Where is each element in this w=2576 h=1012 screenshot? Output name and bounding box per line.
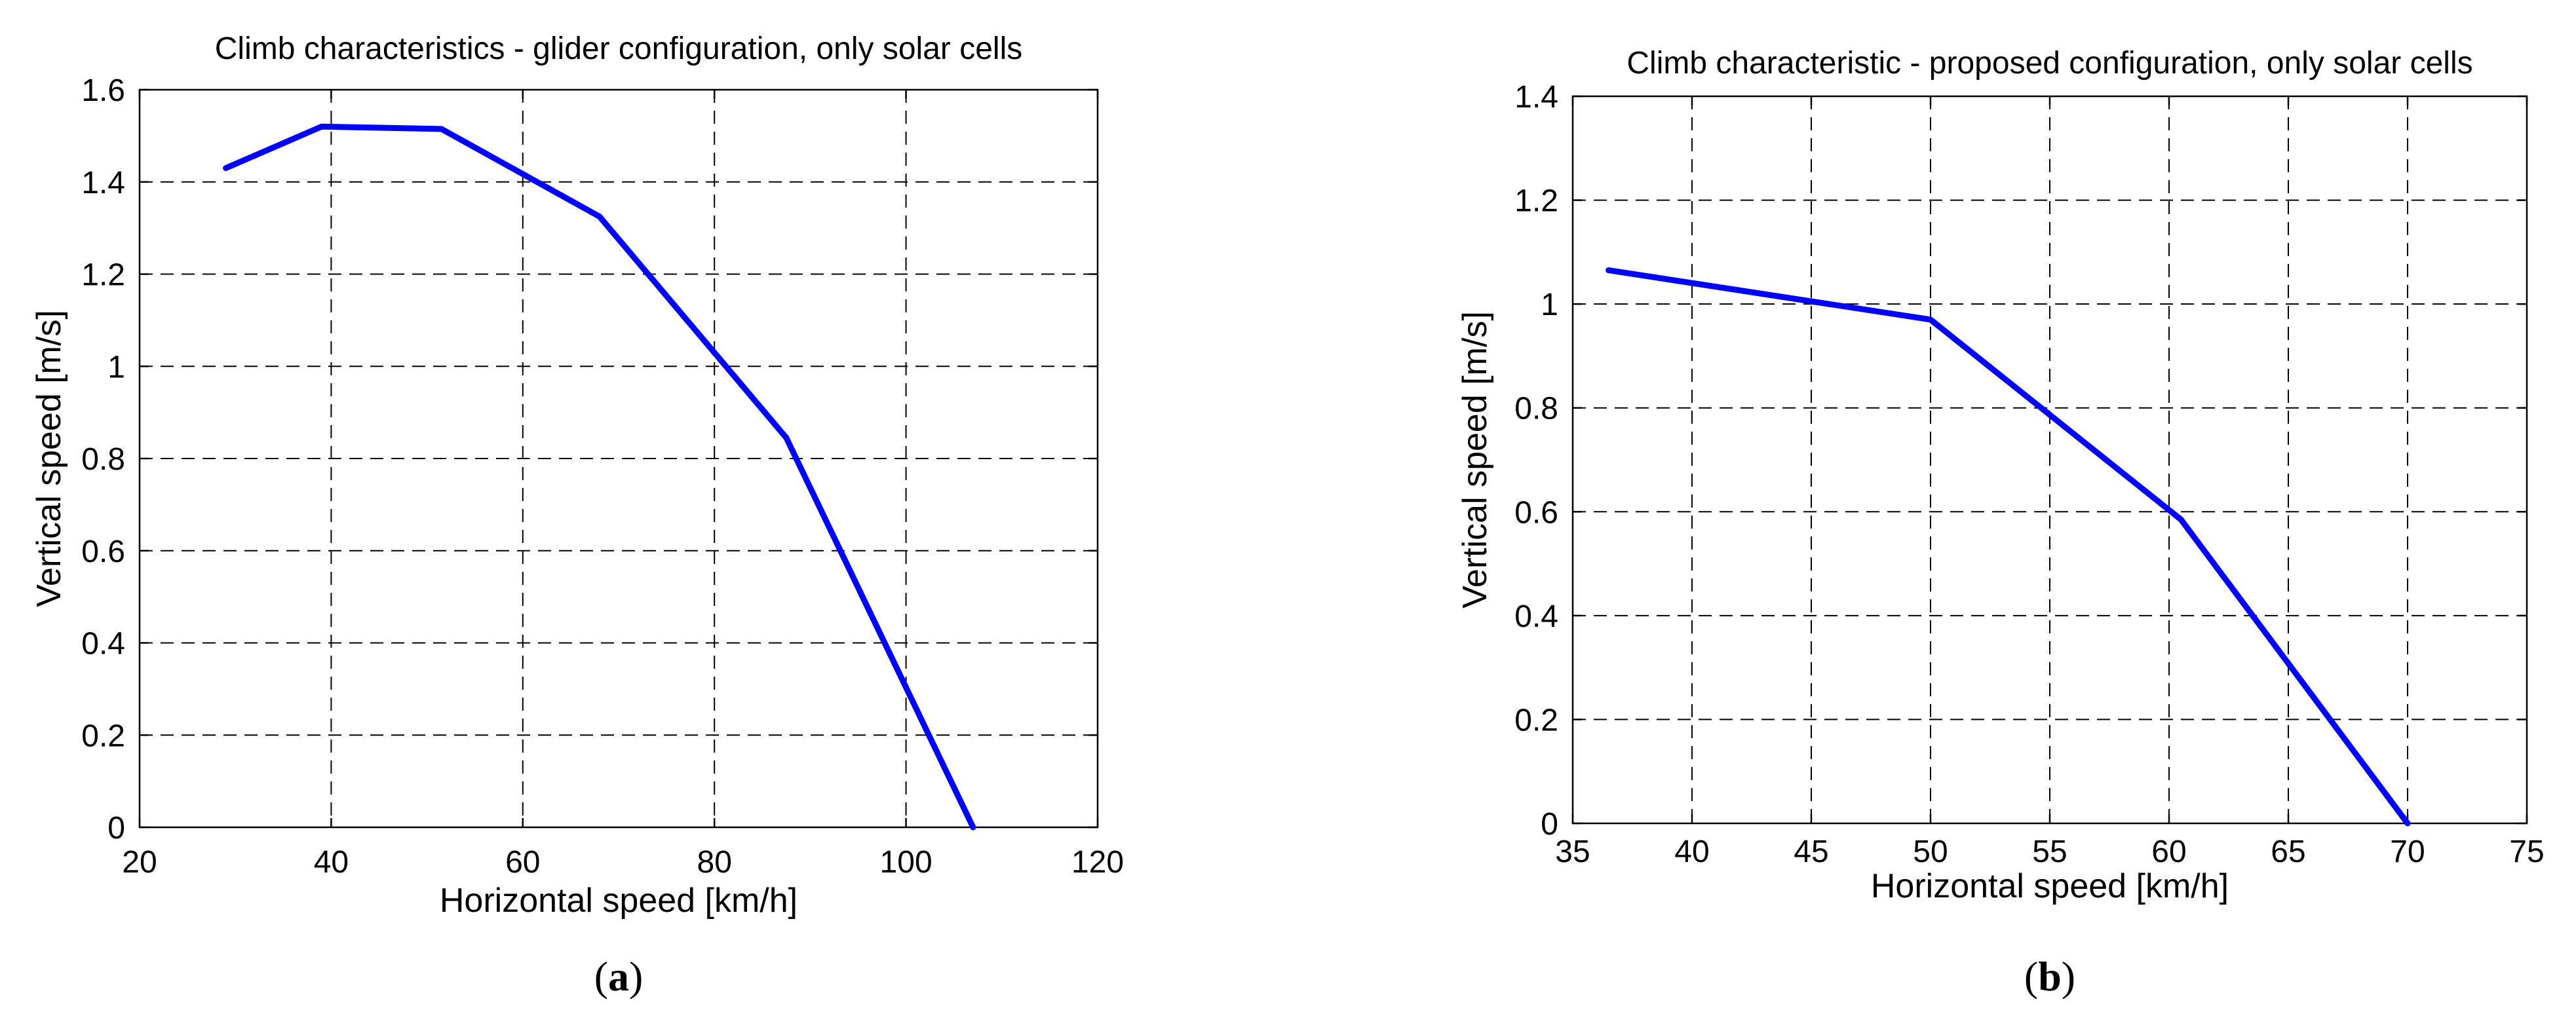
series-line-climb (223, 123, 976, 831)
x-tick-label: 70 (2390, 834, 2425, 869)
x-tick-label: 20 (122, 845, 157, 880)
y-tick-label: 1 (1541, 288, 1558, 322)
y-tick-label: 1.6 (81, 73, 125, 108)
x-tick-label: 35 (1555, 834, 1590, 869)
y-tick-label: 1.2 (1514, 184, 1558, 219)
panel-label: (b) (2024, 953, 2075, 1000)
data-point (972, 827, 974, 828)
x-tick-label: 60 (505, 845, 540, 880)
y-tick-label: 0.4 (1514, 599, 1558, 634)
x-tick-label: 75 (2509, 834, 2544, 869)
x-tick-label: 100 (880, 845, 932, 880)
y-tick-label: 0.2 (81, 719, 125, 753)
data-point (599, 216, 600, 217)
data-point (441, 128, 442, 130)
y-tick-label: 1 (107, 350, 125, 384)
chart-panel-b: 35 40 45 50 55 60 65 70 75 0 0.2 0.4 0.6 0.8 1 1.2 1.4 Cl… (1456, 46, 2545, 1000)
data-point (1608, 270, 1609, 271)
x-tick-label: 40 (314, 845, 349, 880)
x-tick-label: 80 (697, 845, 732, 880)
series-line-climb (1605, 267, 2411, 827)
y-tick-label: 0.8 (81, 442, 125, 477)
x-tick-label: 50 (1913, 834, 1948, 869)
y-tick-label: 1.4 (1514, 80, 1558, 115)
x-tick-label: 120 (1071, 845, 1124, 880)
plot-area (138, 88, 1099, 829)
y-tick-label: 0 (1541, 807, 1558, 842)
x-tick-label: 40 (1674, 834, 1709, 869)
chart-title: Climb characteristics - glider configura… (215, 31, 1022, 66)
x-tick-label: 65 (2271, 834, 2305, 869)
y-axis-label: Vertical speed [m/s] (30, 310, 68, 607)
y-tick-label: 1.2 (81, 258, 125, 293)
y-tick-label: 0.6 (1514, 495, 1558, 530)
y-tick-label: 0.2 (1514, 703, 1558, 738)
x-tick-label: 55 (2032, 834, 2067, 869)
panel-label: (a) (594, 953, 644, 1000)
x-tick-label: 60 (2151, 834, 2186, 869)
y-tick-label: 0.4 (81, 627, 125, 662)
y-tick-label: 0 (107, 811, 125, 846)
y-tick-label: 1.4 (81, 166, 125, 200)
x-axis-label: Horizontal speed [km/h] (1871, 867, 2229, 905)
x-tick-label: 45 (1794, 834, 1828, 869)
y-tick-label: 0.8 (1514, 392, 1558, 426)
chart-title: Climb characteristic - proposed configur… (1626, 46, 2472, 81)
x-axis-label: Horizontal speed [km/h] (440, 882, 798, 920)
y-axis-label: Vertical speed [m/s] (1456, 311, 1494, 609)
y-tick-label: 0.6 (81, 534, 125, 569)
data-point (321, 126, 322, 127)
data-point (2180, 519, 2182, 520)
chart-panel-a: 20 40 60 80 100 120 0 0.2 0.4 0.6 0.8 1 1.2 1.4 1.6 Cli… (30, 31, 1124, 1000)
